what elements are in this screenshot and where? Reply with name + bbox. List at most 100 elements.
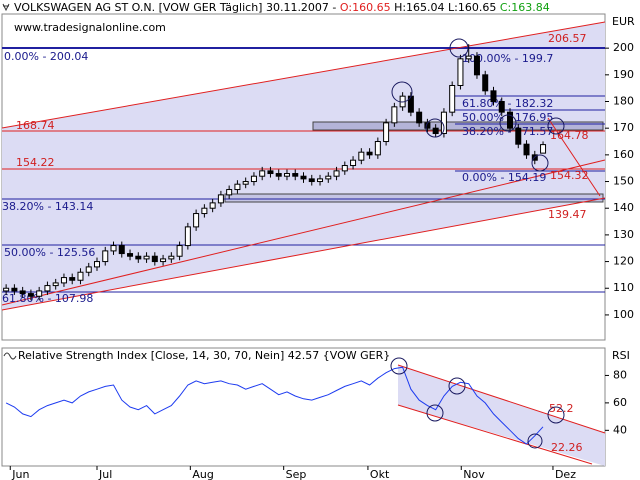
candle-body bbox=[391, 106, 398, 124]
candle-body bbox=[118, 245, 125, 255]
candle-body bbox=[160, 258, 167, 263]
annotation: www.tradesignalonline.com bbox=[14, 21, 166, 34]
y-tick-label: 130 bbox=[613, 228, 634, 241]
rsi-icon bbox=[3, 352, 17, 360]
marks: 100 110 120 130 140 150 160 170 180 190 200 www.tra… bbox=[2, 21, 634, 480]
candle-body bbox=[366, 151, 373, 156]
candle-body bbox=[341, 165, 348, 172]
pivot-circle bbox=[390, 357, 408, 375]
candle-body bbox=[473, 55, 480, 76]
candle-body bbox=[36, 290, 43, 297]
candle-body bbox=[242, 181, 249, 185]
candle-body bbox=[449, 84, 456, 113]
annotation: 38.20% - 171.57 bbox=[462, 125, 553, 138]
candle-body bbox=[93, 261, 100, 268]
candle-body bbox=[226, 189, 233, 196]
annotation: 38.20% - 143.14 bbox=[2, 200, 93, 213]
trend-line bbox=[397, 404, 593, 465]
y-tick-label: 180 bbox=[613, 95, 634, 108]
candle-body bbox=[465, 55, 472, 60]
candle-body bbox=[432, 127, 439, 135]
header-high-low: H:165.04 L:160.65 bbox=[394, 1, 496, 14]
pivot-circles bbox=[390, 38, 565, 449]
x-tick-label: Aug bbox=[192, 468, 213, 480]
annotation: 168.74 bbox=[16, 119, 55, 132]
annotation: 61.80% - 107.98 bbox=[2, 292, 93, 305]
candle-body bbox=[234, 183, 241, 191]
y-axis-label: EUR bbox=[612, 15, 635, 28]
candle-body bbox=[250, 175, 257, 183]
candle-body bbox=[482, 74, 489, 92]
rsi-title: Relative Strength Index [Close, 14, 30, … bbox=[18, 349, 390, 362]
y-tick-label: 150 bbox=[613, 175, 634, 188]
annotation: 164.78 bbox=[550, 129, 589, 142]
candle-body bbox=[135, 255, 142, 260]
annotation: 22.26 bbox=[551, 441, 583, 454]
annotation: 206.57 bbox=[548, 32, 587, 45]
candle-body bbox=[333, 170, 340, 177]
x-tick-label: Jul bbox=[98, 468, 112, 480]
candle-body bbox=[193, 213, 200, 228]
candle-body bbox=[440, 111, 447, 135]
candle-body bbox=[19, 290, 26, 295]
candle-body bbox=[308, 178, 315, 183]
header-title: VOLKSWAGEN AG ST O.N. [VOW GER Täglich] … bbox=[14, 1, 336, 14]
candle-body bbox=[350, 159, 357, 167]
x-tick-label: Jun bbox=[11, 468, 29, 480]
candle-body bbox=[176, 245, 183, 257]
candle-body bbox=[209, 202, 216, 209]
trend-line bbox=[1, 197, 606, 311]
candle-body bbox=[457, 58, 464, 86]
candle-body bbox=[217, 194, 224, 204]
y-tick-label: 120 bbox=[613, 255, 634, 268]
y-tick-label: 200 bbox=[613, 41, 634, 54]
candle-body bbox=[267, 170, 274, 175]
candle-body bbox=[507, 111, 514, 129]
candle-body bbox=[325, 175, 332, 180]
header: VOLKSWAGEN AG ST O.N. [VOW GER Täglich] … bbox=[14, 1, 550, 14]
candle-body bbox=[52, 282, 59, 287]
pivot-circle bbox=[426, 404, 444, 422]
y-tick-label: 110 bbox=[613, 281, 634, 294]
rsi-line bbox=[5, 366, 544, 445]
candle-body bbox=[85, 266, 92, 273]
x-tick-label: Okt bbox=[370, 468, 390, 480]
pivot-circle bbox=[547, 406, 565, 424]
pivot-circle bbox=[531, 154, 549, 172]
annotation: 61.80% - 182.32 bbox=[462, 97, 553, 110]
candle-body bbox=[259, 170, 266, 177]
x-tick-label: Nov bbox=[463, 468, 485, 480]
x-tick-label: Sep bbox=[286, 468, 307, 480]
pivot-circle bbox=[449, 38, 469, 58]
candle-body bbox=[127, 253, 134, 257]
annotation: 154.22 bbox=[16, 156, 55, 169]
candle-body bbox=[374, 141, 381, 156]
pivot-circle bbox=[448, 377, 466, 395]
candle-body bbox=[3, 287, 10, 292]
annotation: 0.00% - 200.04 bbox=[4, 50, 88, 63]
y-tick-label: 140 bbox=[613, 201, 634, 214]
annotation: 100.00% - 199.7 bbox=[462, 52, 553, 65]
zone-box bbox=[224, 193, 604, 203]
candle-body bbox=[110, 245, 117, 252]
candle-body bbox=[523, 143, 530, 156]
annotation: 50.00% - 125.56 bbox=[4, 246, 95, 259]
pivot-circle bbox=[425, 118, 445, 138]
y-tick-label: 170 bbox=[613, 121, 634, 134]
y-tick-label: 160 bbox=[613, 148, 634, 161]
y-tick-label: 40 bbox=[613, 423, 627, 436]
pivot-circle bbox=[527, 433, 543, 449]
candle-body bbox=[143, 255, 150, 260]
trend-line bbox=[1, 21, 606, 129]
candle-body bbox=[275, 173, 282, 177]
trend-line bbox=[547, 117, 601, 197]
header-icon bbox=[2, 3, 10, 12]
fib-lines bbox=[2, 47, 605, 293]
candle-body bbox=[383, 122, 390, 143]
trend-line bbox=[397, 364, 606, 434]
y-tick-label: 80 bbox=[613, 368, 627, 381]
y-tick-label: 190 bbox=[613, 68, 634, 81]
candle-body bbox=[300, 175, 307, 180]
trend-line bbox=[1, 159, 606, 306]
x-tick-label: Dez bbox=[555, 468, 576, 480]
